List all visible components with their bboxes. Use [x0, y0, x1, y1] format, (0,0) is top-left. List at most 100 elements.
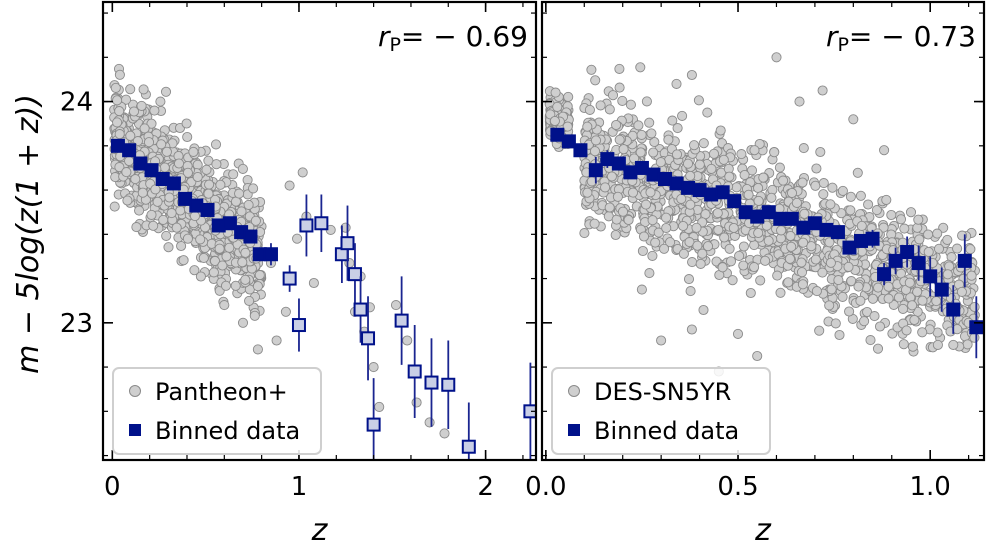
- binned-marker: [761, 205, 776, 220]
- binned-marker: [784, 211, 799, 226]
- scatter-point: [844, 306, 855, 317]
- scatter-point: [837, 291, 848, 302]
- scatter-point: [173, 158, 185, 169]
- scatter-point: [638, 231, 650, 242]
- scatter-point: [552, 101, 563, 112]
- binned-marker: [424, 375, 439, 390]
- scatter-point: [146, 209, 157, 220]
- scatter-point: [138, 84, 149, 95]
- legend-scatter-label: DES-SN5YR: [594, 378, 731, 406]
- binned-marker: [692, 183, 707, 198]
- corr-subscript: P: [389, 34, 400, 56]
- scatter-point: [784, 253, 796, 264]
- scatter-point: [830, 318, 841, 329]
- scatter-point: [252, 281, 263, 292]
- scatter-point: [758, 172, 769, 183]
- scatter-point: [794, 96, 805, 107]
- scatter-point: [671, 149, 683, 160]
- scatter-point: [817, 267, 828, 278]
- scatter-point: [706, 163, 717, 174]
- scatter-point: [604, 202, 615, 213]
- scatter-point: [644, 117, 655, 128]
- legend-binned-marker: [129, 424, 141, 436]
- corr-symbol: r: [378, 20, 391, 53]
- scatter-point: [217, 260, 228, 271]
- scatter-point: [562, 121, 573, 132]
- scatter-point: [912, 286, 923, 297]
- scatter-point: [893, 292, 905, 303]
- panel-des: 0.0 0.5 1.0 z rP= − 0.73 DES-SN5YR Binned data: [525, 0, 986, 543]
- scatter-point: [244, 295, 255, 306]
- scatter-point: [188, 146, 199, 157]
- y-tick-label: 24: [60, 88, 93, 118]
- scatter-point: [163, 242, 174, 253]
- scatter-point: [308, 277, 319, 289]
- scatter-point: [879, 145, 890, 156]
- scatter-point: [685, 286, 696, 297]
- scatter-point: [766, 192, 777, 203]
- scatter-point: [796, 257, 807, 268]
- binned-marker: [122, 143, 137, 158]
- scatter-point: [965, 244, 976, 255]
- scatter-point: [146, 118, 157, 129]
- scatter-point: [718, 154, 729, 165]
- scatter-point: [907, 300, 918, 311]
- scatter-point: [110, 82, 121, 93]
- scatter-point: [689, 140, 700, 151]
- scatter-point: [932, 339, 943, 350]
- scatter-point: [917, 327, 928, 338]
- scatter-point: [826, 284, 837, 295]
- scatter-point: [671, 78, 682, 89]
- scatter-point: [114, 106, 125, 117]
- binned-points: [550, 127, 984, 359]
- scatter-point: [855, 295, 866, 306]
- scatter-point: [582, 121, 593, 132]
- scatter-point: [753, 227, 764, 239]
- scatter-point: [897, 303, 909, 314]
- scatter-point: [176, 240, 187, 252]
- legend: DES-SN5YR Binned data: [551, 367, 771, 455]
- scatter-point: [869, 311, 880, 322]
- binned-marker: [877, 267, 892, 282]
- scatter-point: [243, 199, 254, 210]
- scatter-point: [590, 135, 602, 146]
- scatter-point: [130, 174, 141, 185]
- scatter-point: [753, 182, 764, 194]
- x-axis-label: z: [754, 513, 772, 543]
- scatter-point: [637, 245, 648, 257]
- scatter-point: [112, 117, 123, 128]
- scatter-point: [134, 205, 145, 216]
- scatter-point: [611, 119, 622, 131]
- scatter-point: [855, 190, 866, 201]
- scatter-point: [966, 270, 977, 281]
- scatter-point: [439, 428, 450, 439]
- scatter-point: [563, 91, 574, 102]
- scatter-point: [297, 167, 308, 178]
- scatter-point: [739, 169, 750, 181]
- scatter-point: [161, 146, 172, 157]
- scatter-point: [221, 251, 232, 262]
- plot-frame: [540, 0, 986, 462]
- binned-marker: [669, 176, 684, 191]
- binned-marker: [934, 282, 949, 297]
- scatter-point: [152, 196, 163, 207]
- scatter-point: [886, 209, 897, 221]
- legend-scatter-label: Pantheon+: [155, 378, 288, 406]
- scatter-point: [661, 212, 672, 223]
- scatter-point: [799, 208, 810, 219]
- scatter-point: [195, 271, 206, 282]
- scatter-point: [109, 201, 120, 212]
- scatter-point: [280, 306, 291, 317]
- x-tick-label: 1: [291, 472, 308, 502]
- binned-marker: [394, 313, 409, 328]
- scatter-point: [150, 184, 161, 195]
- scatter-point: [904, 277, 915, 288]
- binned-marker: [461, 439, 476, 454]
- scatter-point: [814, 325, 825, 336]
- binned-marker: [807, 216, 822, 231]
- scatter-point: [156, 139, 167, 150]
- scatter-point: [215, 179, 226, 190]
- binned-marker: [623, 165, 638, 180]
- scatter-point: [271, 335, 282, 346]
- scatter-point: [771, 52, 782, 63]
